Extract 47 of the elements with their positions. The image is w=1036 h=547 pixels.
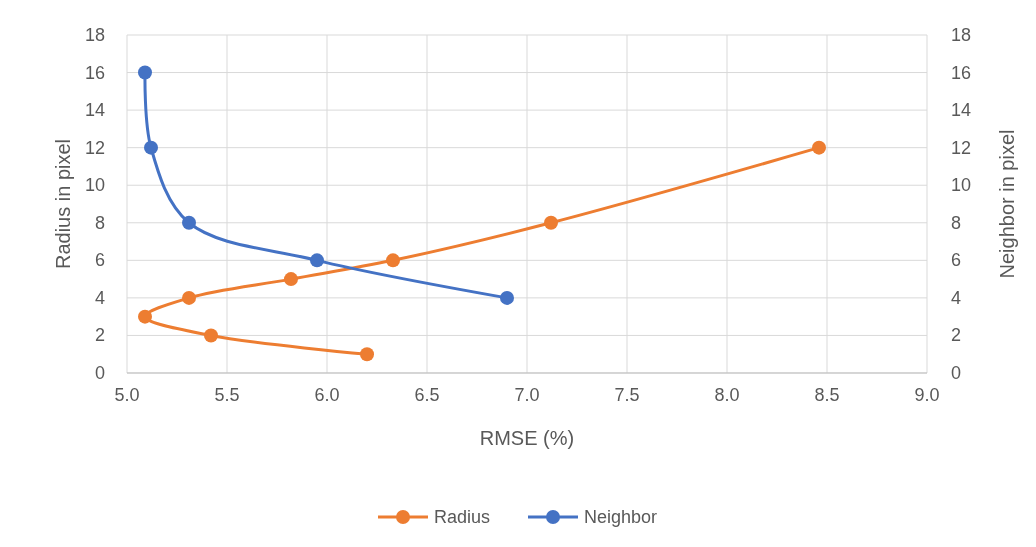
y2-tick-label: 10	[951, 175, 972, 196]
point	[812, 140, 826, 155]
x-tick-label: 5.5	[214, 385, 240, 405]
x-axis-title: RMSE (%)	[479, 427, 575, 449]
point	[310, 253, 324, 268]
x-tick-label: 5.0	[114, 385, 140, 405]
y-tick-label: 6	[94, 250, 105, 271]
y-tick-label: 0	[94, 363, 105, 383]
y2-tick-label: 2	[951, 325, 962, 346]
y-tick-label: 18	[84, 25, 105, 45]
x-tick-label: 6.0	[314, 385, 340, 405]
y-tick-label: 12	[84, 137, 105, 158]
point	[138, 65, 152, 80]
y-tick-label: 10	[84, 175, 105, 196]
y-tick-label: 16	[84, 62, 105, 83]
y-tick-label: 4	[94, 287, 105, 308]
y-axis-title: Radius in pixel	[52, 138, 74, 270]
y2-tick-label: 14	[951, 100, 972, 121]
x-tick-label: 6.5	[414, 385, 440, 405]
y-tick-label: 2	[94, 325, 105, 346]
point	[138, 309, 152, 324]
y2-tick-label: 0	[951, 363, 962, 383]
y2-tick-label: 12	[951, 137, 972, 158]
point	[144, 140, 158, 155]
point	[284, 272, 298, 287]
y-tick-label: 14	[84, 100, 105, 121]
point	[182, 290, 196, 305]
point	[204, 328, 218, 343]
point	[544, 215, 558, 230]
x-tick-label: 8.0	[714, 385, 740, 405]
x-tick-label: 7.5	[614, 385, 640, 405]
point	[182, 215, 196, 230]
y2-tick-label: 8	[951, 212, 962, 233]
point	[500, 290, 514, 305]
y2-tick-label: 4	[951, 287, 962, 308]
point	[386, 253, 400, 268]
x-tick-label: 8.5	[814, 385, 840, 405]
y-tick-label: 8	[94, 212, 105, 233]
legend-label: Radius	[434, 507, 491, 527]
legend-label: Neighbor	[584, 507, 658, 527]
x-tick-label: 7.0	[514, 385, 540, 405]
y2-tick-label: 18	[951, 25, 972, 45]
point	[360, 347, 374, 362]
y2-tick-label: 6	[951, 250, 962, 271]
y2-tick-label: 16	[951, 62, 972, 83]
x-tick-label: 9.0	[914, 385, 940, 405]
y2-axis-title: Neighbor in pixel	[996, 129, 1018, 279]
